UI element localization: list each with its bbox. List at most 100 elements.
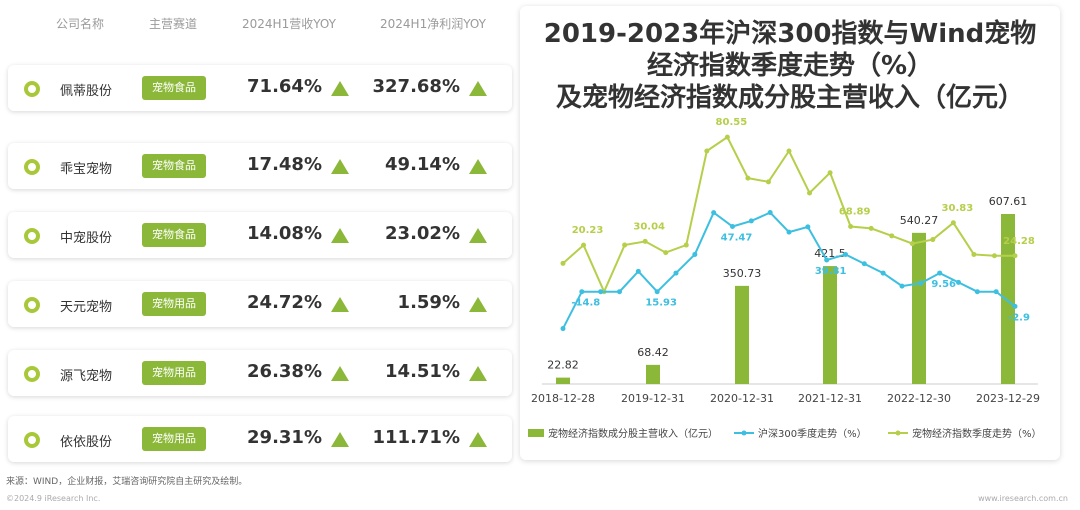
- bar-value-label: 607.61: [989, 195, 1028, 208]
- chart-title: 2019-2023年沪深300指数与Wind宠物 经济指数季度走势（%） 及宠物…: [520, 18, 1060, 114]
- hs300-point: [560, 326, 566, 332]
- hs300-point: [843, 251, 848, 257]
- bar: [556, 377, 570, 384]
- pet-index-point: [581, 242, 587, 248]
- table-row: 佩蒂股份 宠物食品 71.64% 327.68%: [8, 65, 512, 111]
- pet-index-point: [1012, 253, 1018, 259]
- bar: [912, 232, 926, 384]
- bar: [823, 266, 837, 384]
- x-tick-label: 2022-12-30: [887, 392, 951, 405]
- pet-index-point: [663, 250, 669, 256]
- company-name: 天元宠物: [60, 300, 113, 315]
- hs300-point: [861, 261, 867, 267]
- pet-index-point: [724, 134, 730, 140]
- hs300-data-label: -2.9: [1008, 312, 1030, 323]
- chart-title-line-3: 及宠物经济指数成分股主营收入（亿元）: [555, 83, 1024, 113]
- pet-index-data-label: 30.04: [633, 221, 665, 232]
- legend-marker-pet: [895, 430, 901, 436]
- company-name: 乖宝宠物: [60, 162, 113, 177]
- hs300-point: [974, 289, 980, 295]
- x-tick-label: 2019-12-31: [621, 392, 685, 405]
- revenue-yoy: 17.48%: [247, 154, 322, 175]
- hs300-point: [730, 224, 735, 230]
- up-triangle-icon: [331, 81, 349, 96]
- pet-index-point: [765, 179, 771, 185]
- up-triangle-icon: [331, 228, 349, 243]
- header-profit-yoy: 2024H1净利润YOY: [380, 17, 486, 31]
- table-row: 源飞宠物 宠物用品 26.38% 14.51%: [8, 350, 512, 396]
- up-triangle-icon: [469, 81, 487, 96]
- copyright: ©2024.9 iResearch Inc.: [6, 494, 101, 503]
- profit-yoy: 1.59%: [397, 292, 460, 313]
- table-row: 依依股份 宠物用品 29.31% 111.71%: [8, 416, 512, 462]
- table-header: 公司名称 主营赛道 2024H1营收YOY 2024H1净利润YOY: [6, 9, 514, 35]
- header-revenue-yoy: 2024H1营收YOY: [242, 17, 336, 31]
- pet-index-data-label: 24.28: [1003, 236, 1035, 247]
- hs300-point: [692, 251, 698, 257]
- track-tag: 宠物食品: [142, 76, 206, 100]
- bar-value-label: 22.82: [547, 359, 579, 372]
- track-tag: 宠物用品: [142, 292, 206, 316]
- track-tag: 宠物食品: [142, 154, 206, 178]
- pet-index-point: [683, 242, 689, 248]
- company-name: 中宠股份: [60, 231, 113, 246]
- up-triangle-icon: [469, 228, 487, 243]
- company-table: 公司名称 主营赛道 2024H1营收YOY 2024H1净利润YOY 佩蒂股份宠…: [6, 0, 514, 470]
- hs300-data-label: 9.56: [931, 279, 956, 290]
- pet-index-point: [889, 233, 895, 239]
- bar-value-label: 540.27: [900, 214, 939, 227]
- revenue-yoy: 24.72%: [247, 292, 322, 313]
- company-name: 依依股份: [60, 435, 113, 450]
- pet-index-point: [807, 190, 813, 196]
- hs300-point: [635, 268, 641, 274]
- source-note: 来源：WIND，企业财报，艾瑞咨询研究院自主研究及绘制。: [6, 477, 248, 487]
- profit-yoy: 23.02%: [385, 223, 460, 244]
- legend-marker-hs300: [741, 430, 747, 436]
- hs300-point: [824, 257, 830, 263]
- pet-index-point: [786, 148, 792, 154]
- bullet-ring-icon: [24, 432, 40, 448]
- pet-index-point: [930, 237, 936, 243]
- bullet-ring-icon: [24, 297, 40, 313]
- hs300-point: [617, 289, 622, 295]
- pet-index-point: [827, 170, 833, 176]
- pet-index-point: [991, 253, 997, 259]
- chart-panel: 2019-2023年沪深300指数与Wind宠物 经济指数季度走势（%） 及宠物…: [520, 6, 1060, 460]
- pet-index-point: [971, 251, 977, 257]
- header-company: 公司名称: [56, 17, 105, 31]
- bar: [735, 285, 749, 384]
- pet-index-point: [909, 241, 915, 247]
- pet-index-point: [704, 148, 710, 154]
- bullet-ring-icon: [24, 366, 40, 382]
- profit-yoy: 49.14%: [385, 154, 460, 175]
- pet-index-point: [868, 225, 874, 231]
- hs300-point: [1012, 303, 1018, 309]
- track-tag: 宠物用品: [142, 427, 206, 451]
- hs300-point: [654, 289, 660, 295]
- table-row: 天元宠物 宠物用品 24.72% 1.59%: [8, 281, 512, 327]
- hs300-point: [937, 270, 943, 276]
- table-row: 中宠股份 宠物食品 14.08% 23.02%: [8, 212, 512, 258]
- revenue-yoy: 26.38%: [247, 361, 322, 382]
- pet-index-point: [642, 238, 648, 244]
- profit-yoy: 327.68%: [372, 76, 461, 97]
- bullet-ring-icon: [24, 159, 40, 175]
- bar: [646, 364, 660, 384]
- revenue-yoy: 29.31%: [247, 427, 322, 448]
- hs300-data-label: 39.81: [815, 266, 847, 277]
- hs300-point: [918, 280, 924, 286]
- website: www.iresearch.com.cn: [978, 494, 1068, 503]
- up-triangle-icon: [331, 366, 349, 381]
- pet-index-point: [560, 260, 566, 266]
- header-track: 主营赛道: [149, 17, 198, 31]
- hs300-data-label: 15.93: [645, 298, 677, 309]
- hs300-data-label: 47.47: [721, 233, 753, 244]
- pet-index-data-label: 20.23: [572, 225, 604, 236]
- x-tick-label: 2021-12-31: [798, 392, 862, 405]
- hs300-point: [956, 279, 961, 285]
- up-triangle-icon: [331, 432, 349, 447]
- pet-index-data-label: 30.83: [942, 203, 974, 214]
- track-tag: 宠物用品: [142, 361, 206, 385]
- up-triangle-icon: [331, 159, 349, 174]
- bar-value-label: 68.42: [637, 346, 669, 359]
